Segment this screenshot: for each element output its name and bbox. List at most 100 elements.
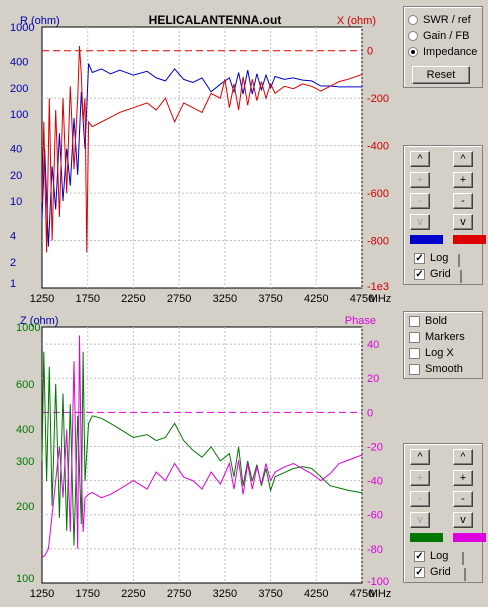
right-tick-label: -100 (367, 576, 389, 588)
grid-label: Grid (430, 268, 451, 280)
left-tick-label: 600 (16, 379, 34, 391)
right-axis-down-large-button-top[interactable]: v (453, 214, 473, 230)
log-checkbox-right-bottom[interactable] (462, 552, 464, 565)
left-tick-label: 2 (10, 257, 16, 269)
left-tick-label: 100 (10, 109, 28, 121)
x-tick-label: 2250 (121, 293, 145, 305)
checkbox[interactable] (409, 331, 420, 343)
left-tick-label: 300 (16, 456, 34, 468)
left-series-color-swatch[interactable] (410, 533, 443, 542)
grid-checkbox-right-top[interactable] (460, 270, 462, 283)
series-right-line (41, 45, 363, 253)
left-axis-plus-button-bottom[interactable]: + (410, 470, 430, 486)
right-tick-label: 20 (367, 373, 379, 385)
right-tick-label: -600 (367, 188, 389, 200)
mode-radio-2[interactable]: Impedance (408, 46, 477, 58)
right-axis-label: X (ohm) (337, 15, 376, 27)
x-tick-label: 2750 (167, 588, 191, 600)
mode-label: SWR / ref (423, 14, 471, 26)
mode-radio-1[interactable]: Gain / FB (408, 30, 469, 42)
left-axis-label: R (ohm) (20, 15, 60, 27)
series-left-line (41, 63, 362, 247)
right-tick-label: 40 (367, 339, 379, 351)
option-label: Bold (425, 315, 448, 327)
checkbox[interactable]: ✓ (414, 550, 425, 562)
option-checkbox-2[interactable]: Log X (409, 347, 454, 359)
option-label: Log X (425, 347, 454, 359)
grid-checkbox-right-bottom[interactable] (464, 568, 466, 581)
reset-button[interactable]: Reset (412, 66, 470, 84)
option-label: Markers (425, 331, 465, 343)
left-axis-minus-button-top[interactable]: - (410, 193, 430, 209)
grid-checkbox-left-bottom[interactable]: ✓ Grid (414, 566, 451, 578)
log-checkbox-right-top[interactable] (458, 254, 460, 267)
right-series-color-swatch[interactable] (453, 235, 486, 244)
right-axis-up-large-button-bottom[interactable]: ^ (453, 449, 473, 465)
right-axis-up-large-button-top[interactable]: ^ (453, 151, 473, 167)
log-checkbox-left-top[interactable]: ✓ Log (414, 252, 448, 264)
checkbox[interactable] (409, 347, 420, 359)
left-axis-down-small-button-bottom[interactable]: v (410, 512, 430, 528)
right-tick-label: -60 (367, 510, 383, 522)
left-tick-label: 200 (16, 501, 34, 513)
x-tick-label: 1250 (30, 588, 54, 600)
left-tick-label: 400 (16, 424, 34, 436)
checkbox[interactable] (409, 315, 420, 327)
radio-dot[interactable] (408, 31, 418, 41)
plot-area (41, 26, 363, 289)
x-axis-unit: MHz (369, 293, 392, 305)
x-tick-label: 1250 (30, 293, 54, 305)
left-tick-label: 400 (10, 57, 28, 69)
x-tick-label: 4750 (350, 588, 374, 600)
left-tick-label: 200 (10, 83, 28, 95)
log-checkbox-left-bottom[interactable]: ✓ Log (414, 550, 448, 562)
left-tick-label: 1000 (16, 322, 40, 334)
checkbox[interactable] (409, 363, 420, 375)
right-series-color-swatch[interactable] (453, 533, 486, 542)
right-axis-minus-button-bottom[interactable]: - (453, 491, 473, 507)
radio-dot[interactable] (408, 47, 418, 57)
x-tick-label: 2250 (121, 588, 145, 600)
right-tick-label: 0 (367, 46, 373, 58)
checkbox[interactable]: ✓ (414, 252, 425, 264)
left-axis-up-small-button-bottom[interactable]: ^ (410, 449, 430, 465)
right-axis-down-large-button-bottom[interactable]: v (453, 512, 473, 528)
checkbox[interactable]: ✓ (414, 566, 425, 578)
radio-dot[interactable] (408, 15, 418, 25)
series-right-line (41, 335, 363, 558)
right-tick-label: -400 (367, 141, 389, 153)
left-tick-label: 20 (10, 170, 22, 182)
x-axis-unit: MHz (369, 588, 392, 600)
x-tick-label: 3750 (258, 293, 282, 305)
x-tick-label: 1750 (75, 293, 99, 305)
left-series-color-swatch[interactable] (410, 235, 443, 244)
left-axis-plus-button-top[interactable]: + (410, 172, 430, 188)
mode-label: Impedance (423, 46, 478, 58)
option-checkbox-3[interactable]: Smooth (409, 363, 463, 375)
grid-checkbox-left-top[interactable]: ✓ Grid (414, 268, 451, 280)
mode-radio-0[interactable]: SWR / ref (408, 14, 471, 26)
x-tick-label: 3250 (213, 588, 237, 600)
top-chart: R (ohm) X (ohm)HELICALANTENNA.out10004002… (10, 13, 392, 305)
left-axis-minus-button-bottom[interactable]: - (410, 491, 430, 507)
option-checkbox-1[interactable]: Markers (409, 331, 465, 343)
x-tick-label: 4250 (304, 588, 328, 600)
right-axis-label: Phase (345, 315, 376, 327)
log-label: Log (430, 550, 449, 562)
left-tick-label: 100 (16, 573, 34, 585)
right-axis-minus-button-top[interactable]: - (453, 193, 473, 209)
option-checkbox-0[interactable]: Bold (409, 315, 447, 327)
x-tick-label: 4750 (350, 293, 374, 305)
right-tick-label: -40 (367, 476, 383, 488)
right-axis-plus-button-top[interactable]: + (453, 172, 473, 188)
right-tick-label: -800 (367, 236, 389, 248)
right-tick-label: -200 (367, 93, 389, 105)
mode-label: Gain / FB (423, 30, 470, 42)
left-axis-down-small-button-top[interactable]: v (410, 214, 430, 230)
checkbox[interactable]: ✓ (414, 268, 425, 280)
left-axis-up-small-button-top[interactable]: ^ (410, 151, 430, 167)
x-tick-label: 2750 (167, 293, 191, 305)
right-tick-label: -80 (367, 544, 383, 556)
left-tick-label: 10 (10, 196, 22, 208)
right-axis-plus-button-bottom[interactable]: + (453, 470, 473, 486)
